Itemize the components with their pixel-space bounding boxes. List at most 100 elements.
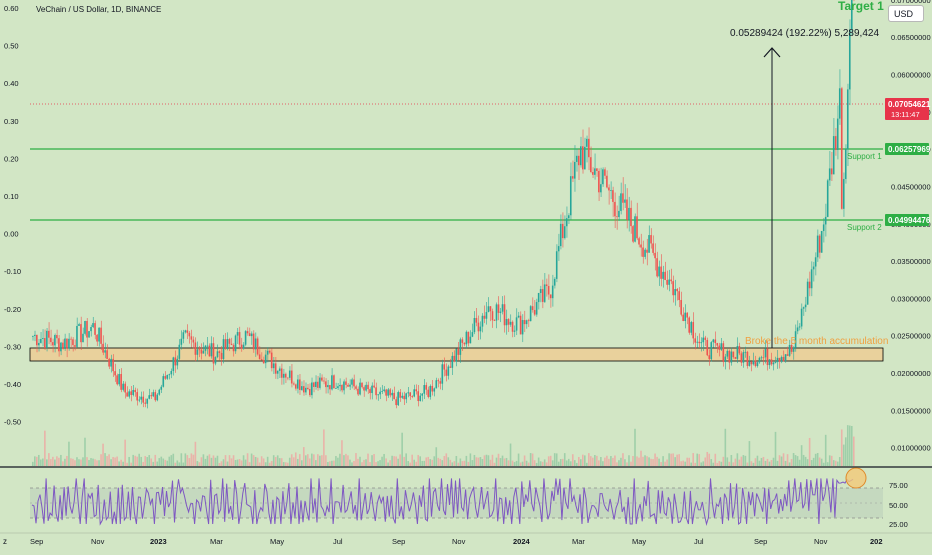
x-axis-tick: 2023 [150, 537, 167, 546]
candle-body [658, 266, 660, 277]
candle-body [34, 334, 36, 336]
candle-body [784, 354, 787, 362]
right-axis-tick: 0.02000000 [891, 369, 931, 378]
left-axis-tick: 0.30 [4, 117, 19, 126]
volume-bar [427, 456, 430, 466]
volume-bar [716, 462, 719, 466]
candle-body [250, 333, 253, 337]
volume-bar [600, 456, 602, 466]
candle-body [435, 380, 438, 389]
volume-bar [347, 455, 349, 466]
volume-bar [381, 456, 383, 466]
candle-body [443, 364, 446, 370]
volume-bar [459, 458, 462, 466]
volume-bar [718, 461, 721, 466]
candle-body [487, 306, 490, 312]
volume-bar [443, 456, 446, 466]
volume-bar [742, 455, 745, 466]
volume-bar [258, 462, 261, 466]
volume-bar [270, 460, 273, 466]
accumulation-label: Broke the 5 month accumulation [745, 336, 888, 347]
candle-body [272, 363, 275, 369]
volume-bar [756, 455, 759, 466]
volume-bar [764, 460, 767, 466]
candle-body [84, 320, 86, 334]
candle-body [473, 317, 476, 333]
candle-body [313, 382, 315, 387]
candle-body [527, 320, 530, 322]
candle-body [533, 310, 536, 315]
volume-bar [736, 453, 739, 466]
candle-body [746, 351, 749, 366]
current-price-tag: 0.07054621 13:11:47 [885, 98, 931, 120]
candle-body [475, 317, 478, 323]
volume-bar [329, 461, 331, 466]
volume-bar [579, 459, 582, 466]
volume-bar [90, 458, 92, 466]
volume-bar [511, 460, 514, 466]
candle-body [676, 288, 678, 292]
currency-button[interactable]: USD [888, 5, 924, 22]
volume-bar [36, 456, 38, 466]
volume-bar [218, 462, 221, 466]
volume-bar [561, 458, 564, 466]
volume-bar [750, 461, 753, 466]
volume-bar [298, 454, 301, 466]
candle-body [485, 311, 488, 319]
volume-bar [722, 456, 725, 466]
volume-bar [126, 462, 128, 466]
volume-bar [680, 461, 682, 466]
volume-bar [50, 459, 52, 466]
candle-body [481, 315, 484, 327]
svg-text:13:11:47: 13:11:47 [891, 110, 920, 119]
candle-body [302, 386, 305, 393]
candle-body [730, 351, 733, 363]
candle-body [670, 279, 672, 282]
candle-body [170, 370, 173, 375]
volume-bar [210, 457, 213, 466]
rsi-highlight-circle[interactable] [845, 467, 867, 489]
candle-body [106, 350, 108, 359]
volume-bar [780, 456, 783, 466]
volume-bar [758, 460, 761, 466]
volume-bar [846, 425, 849, 466]
candle-body [210, 343, 213, 357]
volume-bar [435, 447, 438, 466]
volume-bar [230, 458, 233, 466]
volume-bar [124, 439, 126, 466]
candle-body [325, 381, 327, 388]
candle-body [158, 389, 161, 395]
volume-bar [102, 443, 104, 466]
volume-bar [457, 462, 460, 466]
volume-bar [491, 454, 494, 466]
right-axis-tick: 0.04500000 [891, 182, 931, 191]
timezone-glyph[interactable]: z [3, 537, 7, 546]
candle-body [702, 337, 705, 343]
volume-bar [172, 453, 175, 466]
candle-body [268, 350, 271, 353]
candle-body [656, 258, 658, 277]
candle-body [353, 379, 355, 387]
support-1-label: Support 1 [847, 152, 882, 161]
volume-bar [678, 454, 680, 466]
volume-bar [481, 459, 484, 466]
candle-body [652, 243, 654, 253]
candle-body [612, 190, 614, 202]
volume-bar [86, 457, 88, 466]
candle-body [276, 370, 279, 374]
candle-body [674, 288, 676, 296]
volume-bar [575, 462, 578, 466]
volume-bar [636, 456, 638, 466]
candle-body [208, 345, 211, 357]
candle-body [453, 355, 456, 362]
candle-body [54, 335, 56, 346]
volume-bar [523, 455, 526, 466]
measure-label: 0.05289424 (192.22%) 5,289,424 [730, 28, 879, 39]
candle-body [521, 320, 524, 335]
candle-body [461, 339, 464, 343]
volume-bar [455, 455, 458, 466]
candle-body [234, 335, 237, 352]
volume-bar [296, 458, 299, 466]
volume-bar [278, 458, 281, 466]
